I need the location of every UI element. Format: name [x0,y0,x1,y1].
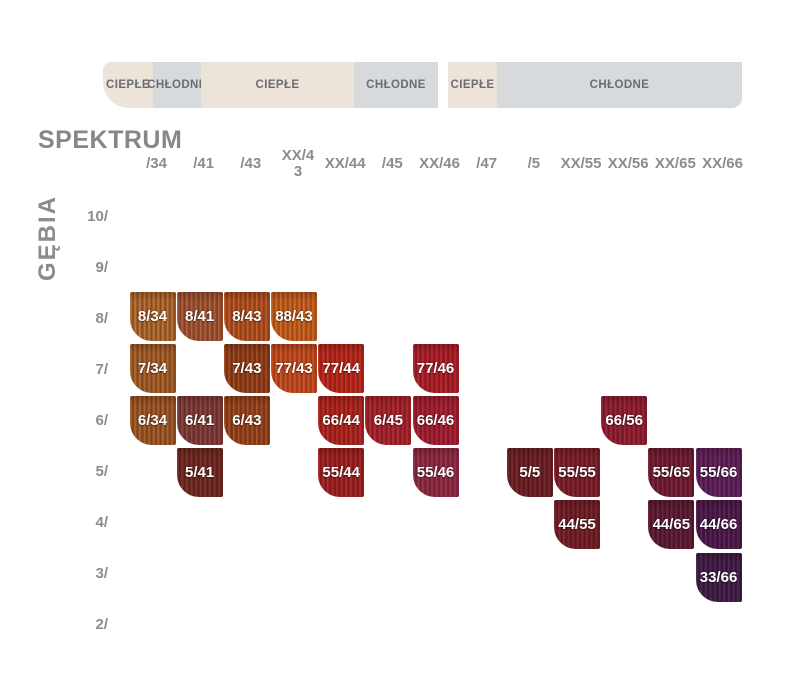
column-header-47: /47 [476,154,498,172]
swatch-44-55: 44/55 [554,500,601,550]
column-header-xx-56: XX/56 [607,154,649,172]
swatch-7-43: 7/43 [223,344,270,394]
swatch-8-34: 8/34 [129,292,176,341]
swatch-55-44: 55/44 [318,448,365,498]
swatch-88-43: 88/43 [271,292,317,341]
page-title: SPEKTRUM [38,126,183,154]
swatch-6-43: 6/43 [223,396,270,446]
column-header-5: /5 [527,154,541,172]
column-header-xx-65: XX/65 [654,154,696,172]
row-label-7: 7/ [95,361,108,378]
column-header-45: /45 [381,154,403,172]
swatch-33-66: 33/66 [695,552,742,602]
swatch-55-66: 55/66 [695,448,742,498]
tone-segment-cool-chłodne: CHŁODNE [147,62,206,108]
row-label-2: 2/ [95,616,108,633]
tone-segment-warm-ciepłe: CIEPŁE [201,62,354,108]
swatch-6-41: 6/41 [176,396,223,446]
column-header-xx-55: XX/55 [560,154,602,172]
row-label-6: 6/ [95,412,108,429]
swatch-44-66: 44/66 [695,500,742,550]
swatch-55-65: 55/65 [648,448,695,498]
row-label-10: 10/ [87,208,108,225]
column-header-43: /43 [240,154,262,172]
row-label-8: 8/ [95,310,108,327]
row-label-9: 9/ [95,259,108,276]
swatch-8-41: 8/41 [176,292,223,341]
swatch-7-34: 7/34 [129,344,176,394]
swatch-6-34: 6/34 [129,396,176,446]
column-header-xx-44: XX/44 [324,154,366,172]
swatch-77-43: 77/43 [271,344,317,394]
tone-band-left: CIEPŁE CHŁODNE CIEPŁE CHŁODNE [103,62,438,108]
swatch-44-65: 44/65 [648,500,695,550]
tone-segment-warm-ciepłe: CIEPŁE [448,62,497,108]
row-label-3: 3/ [95,565,108,582]
row-label-5: 5/ [95,463,108,480]
swatch-5-5: 5/5 [506,448,553,498]
swatch-8-43: 8/43 [223,292,270,341]
swatch-77-44: 77/44 [318,344,365,394]
swatch-77-46: 77/46 [412,344,459,394]
swatch-6-45: 6/45 [365,396,412,446]
column-header-34: /34 [146,154,167,172]
swatch-55-46: 55/46 [412,448,459,498]
tone-band-right: CIEPŁE CHŁODNE [448,62,742,108]
column-header-xx-46: XX/46 [419,154,460,172]
swatch-66-44: 66/44 [318,396,365,446]
tone-segment-cool-chłodne: CHŁODNE [497,62,742,108]
depth-axis-label: GĘBIA [34,195,61,282]
column-header-xx-43: XX/43 [281,146,315,180]
swatch-55-55: 55/55 [554,448,601,498]
swatch-66-46: 66/46 [412,396,459,446]
column-header-xx-66: XX/66 [702,154,743,172]
swatch-66-56: 66/56 [601,396,648,446]
row-label-4: 4/ [95,514,108,531]
column-header-41: /41 [193,154,215,172]
swatch-5-41: 5/41 [176,448,223,498]
tone-segment-warm-ciepłe: CIEPŁE [103,62,153,108]
tone-segment-cool-chłodne: CHŁODNE [354,62,438,108]
